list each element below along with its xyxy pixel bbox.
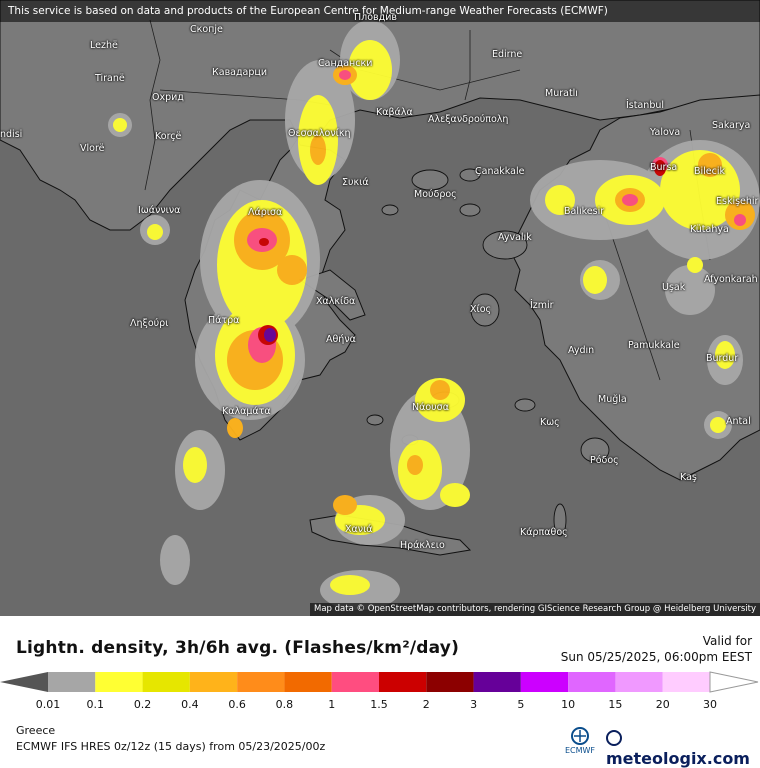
scale-cell	[237, 672, 285, 692]
scale-tick-label: 3	[470, 698, 478, 711]
forecast-map[interactable]: This service is based on data and produc…	[0, 0, 760, 616]
scale-cell	[331, 672, 379, 692]
city-label: Muğla	[598, 394, 627, 405]
city-label: Χανιά	[345, 524, 373, 535]
scale-tick-label: 10	[561, 698, 576, 711]
city-label: Ayvalık	[498, 232, 532, 243]
city-label: Κως	[540, 417, 560, 428]
scale-tick-label: 0.1	[86, 698, 105, 711]
city-label: Κάρπαθος	[520, 527, 568, 538]
city-label: Antal	[726, 416, 751, 427]
city-label: Αλεξανδρούπολη	[428, 114, 509, 125]
city-label: Pamukkale	[628, 340, 680, 351]
city-label: Пловдив	[354, 12, 397, 23]
scale-tick-label: 0.2	[133, 698, 152, 711]
city-label: Tiranë	[95, 73, 125, 84]
scale-cell	[473, 672, 521, 692]
scale-tick-label: 15	[608, 698, 623, 711]
city-label: Kütahya	[690, 224, 729, 235]
city-label: Καλαμάτα	[222, 406, 271, 417]
city-label: Πάτρα	[208, 315, 240, 326]
city-label: Kaş	[680, 472, 697, 483]
city-label: Uşak	[662, 282, 686, 293]
city-label: Χαλκίδα	[316, 296, 356, 307]
color-scale-bar	[0, 671, 759, 693]
scale-tick-label: 2	[422, 698, 430, 711]
city-label: Afyonkarah	[704, 274, 758, 285]
city-label: Bilecik	[694, 166, 726, 177]
scale-tick-label: 0.6	[228, 698, 246, 711]
lightning-overlay	[108, 20, 760, 610]
city-label: Сандански	[318, 58, 373, 69]
scale-tick-label: 1.5	[370, 698, 388, 711]
city-label: Охрид	[152, 92, 184, 103]
city-label: Balıkesir	[564, 206, 605, 217]
legend-panel: Lightn. density, 3h/6h avg. (Flashes/km²…	[0, 616, 760, 768]
scale-cell	[95, 672, 143, 692]
ecmwf-logo: ECMWF	[560, 726, 600, 756]
map-canvas	[0, 0, 760, 610]
city-label: Χίος	[470, 304, 492, 315]
scale-cell	[48, 672, 96, 692]
scale-cell	[379, 672, 427, 692]
scale-tick-label: 0.8	[275, 698, 294, 711]
valid-label: Valid for	[702, 634, 752, 648]
city-label: Aydın	[568, 345, 595, 356]
city-label: Συκιά	[342, 177, 369, 188]
city-label: Vlorë	[80, 143, 105, 154]
city-label: Μούδρος	[414, 189, 457, 200]
city-label: Ληξούρι	[130, 318, 169, 329]
city-label: Çanakkale	[475, 166, 525, 177]
city-label: Eskişehir	[716, 196, 759, 207]
city-label: Ηράκλειο	[400, 540, 445, 551]
valid-time: Sun 05/25/2025, 06:00pm EEST	[560, 650, 752, 664]
brand-icon	[606, 730, 622, 746]
city-label: ndisi	[0, 129, 23, 140]
scale-cell	[142, 672, 190, 692]
city-label: Burdur	[706, 353, 739, 364]
scale-arrow-left	[0, 672, 48, 692]
map-attribution[interactable]: Map data © OpenStreetMap contributors, r…	[310, 603, 760, 616]
scale-tick-label: 0.01	[35, 698, 61, 711]
city-label: Ρόδος	[590, 455, 619, 466]
ecmwf-disclaimer-banner: This service is based on data and produc…	[0, 0, 760, 22]
city-label: Sakarya	[712, 120, 751, 131]
city-label: Korçë	[155, 131, 182, 142]
region-label: Greece	[16, 724, 56, 737]
model-info: ECMWF IFS HRES 0z/12z (15 days) from 05/…	[16, 740, 326, 753]
city-label: Lezhë	[90, 40, 118, 51]
city-label: Ιωάννινα	[138, 205, 181, 216]
scale-tick-label: 20	[655, 698, 670, 711]
brand-text: meteologix.com	[606, 749, 750, 768]
scale-cell	[568, 672, 616, 692]
scale-tick-label: 5	[517, 698, 525, 711]
scale-tick-label: 0.4	[181, 698, 199, 711]
city-label: Yalova	[650, 127, 681, 138]
city-label: İstanbul	[626, 100, 665, 111]
city-label: Λάρισα	[248, 207, 283, 218]
scale-cell	[426, 672, 474, 692]
scale-cell	[189, 672, 238, 692]
city-label: Bursa	[650, 162, 678, 173]
scale-tick-label: 1	[328, 698, 336, 711]
scale-cell	[284, 672, 332, 692]
scale-arrow-right	[709, 671, 759, 693]
scale-cell	[615, 672, 663, 692]
city-label: İzmir	[530, 300, 554, 311]
city-label: Muratlı	[545, 88, 578, 99]
city-label: Θεσσαλονίκη	[288, 128, 351, 139]
brand-logo[interactable]: meteologix.com	[606, 730, 760, 768]
city-label: Νάουσα	[412, 402, 449, 413]
legend-title: Lightn. density, 3h/6h avg. (Flashes/km²…	[16, 638, 460, 658]
ecmwf-logo-text: ECMWF	[565, 746, 595, 755]
city-label: Edirne	[492, 49, 523, 60]
scale-cell	[520, 672, 569, 692]
city-label: Кавадарци	[212, 67, 268, 78]
city-label: Καβάλα	[376, 107, 413, 118]
city-label: Αθήνα	[326, 334, 356, 345]
city-label: Скопје	[190, 24, 223, 35]
scale-cell	[662, 672, 710, 692]
scale-tick-label: 30	[703, 698, 717, 711]
